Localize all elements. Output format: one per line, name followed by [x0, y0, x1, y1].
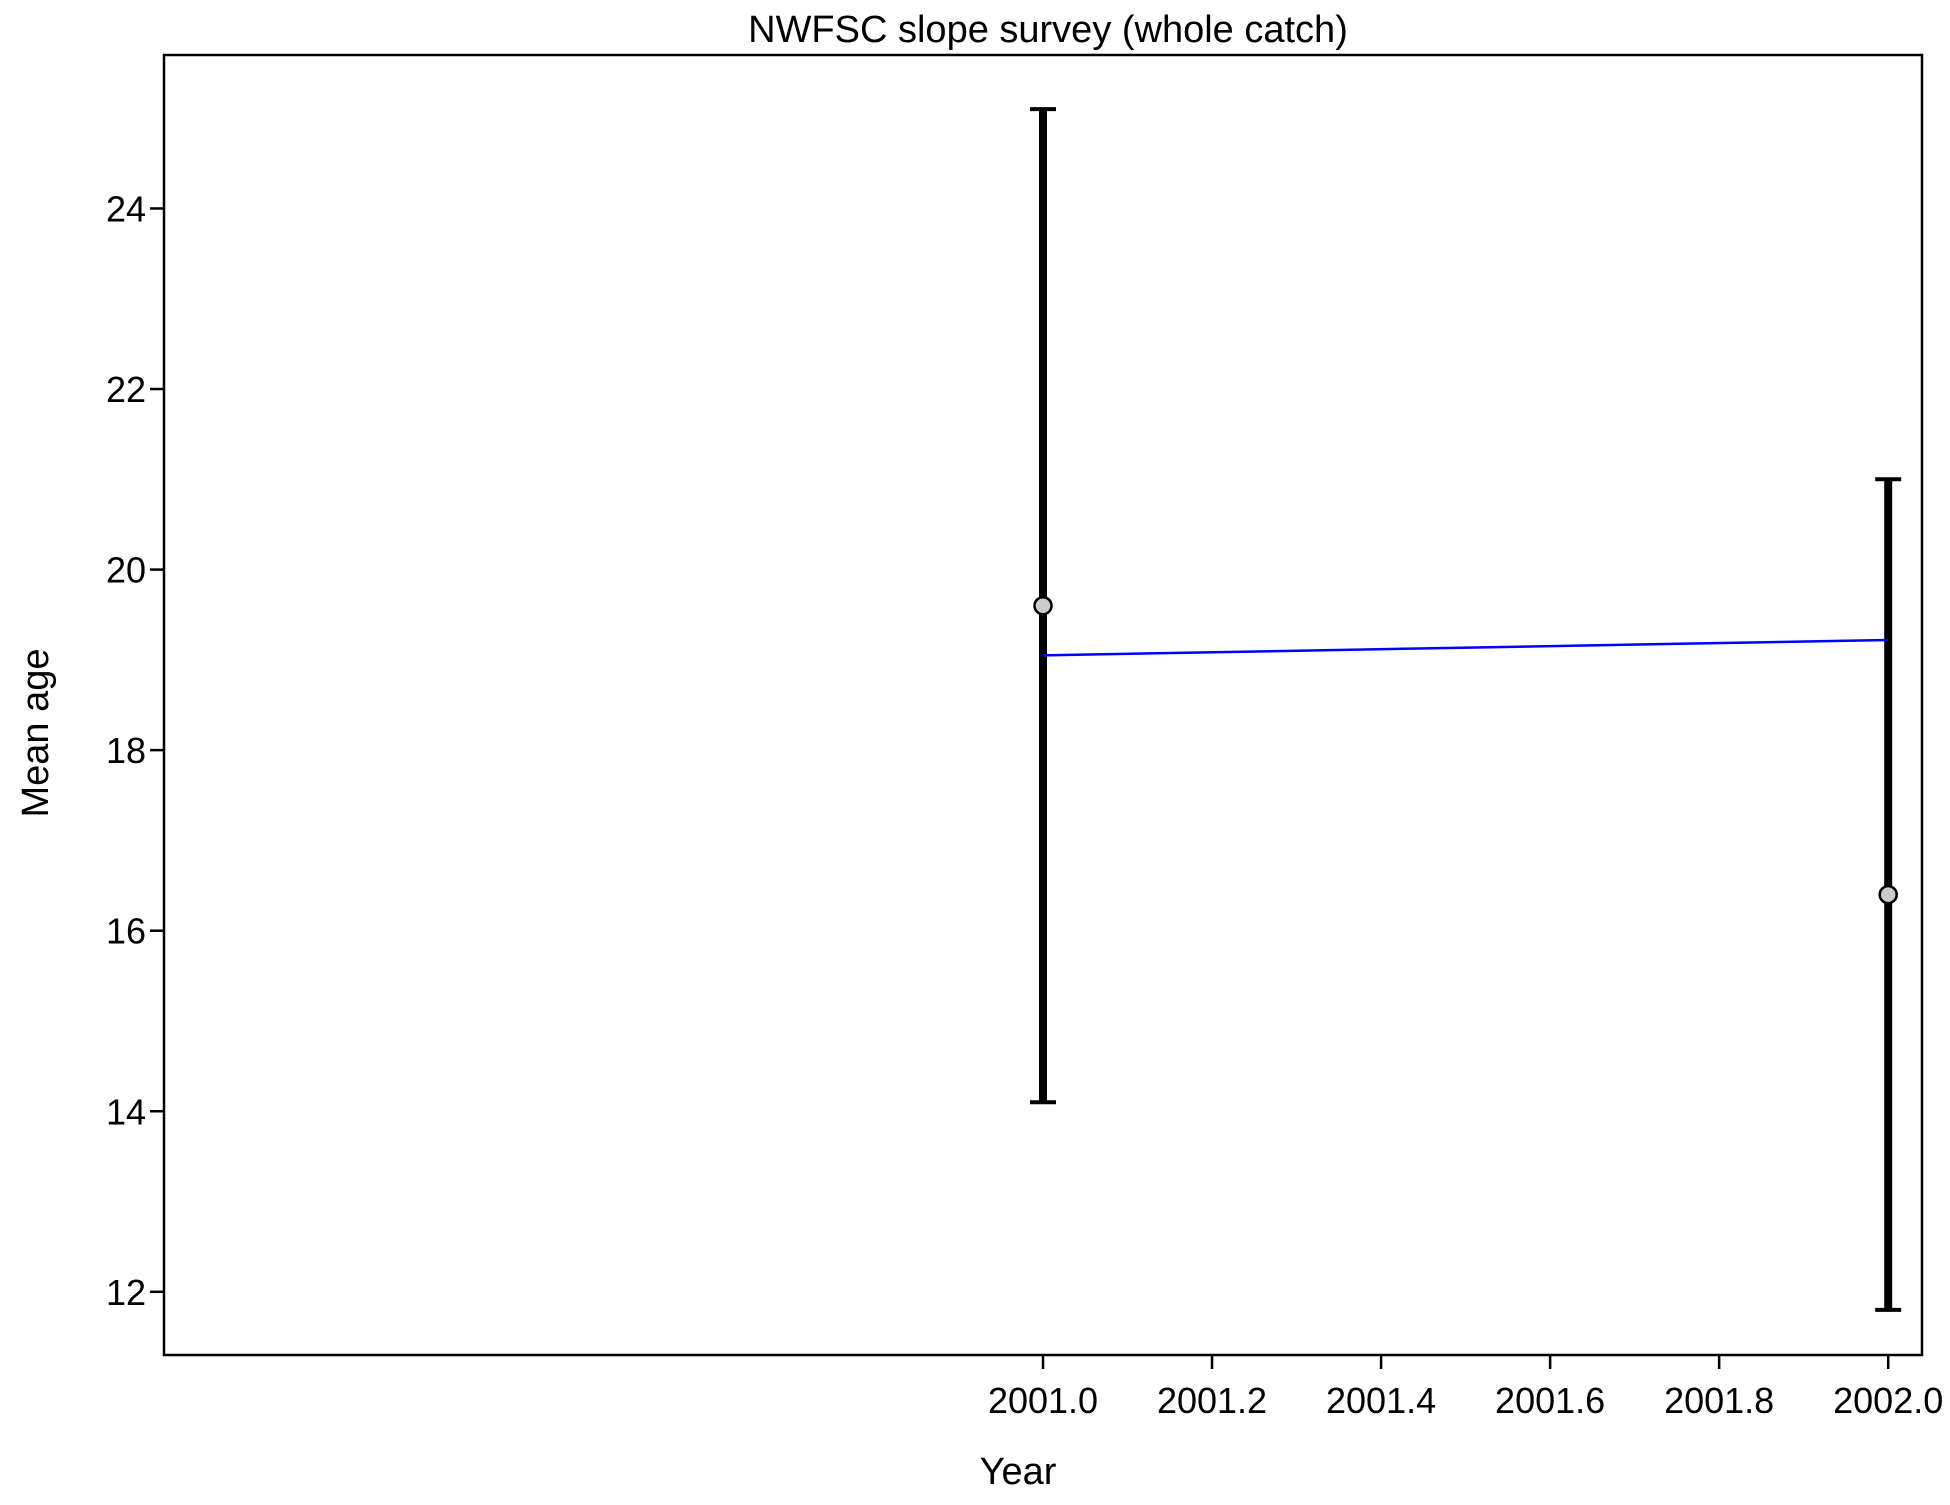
- y-tick-label: 20: [106, 550, 146, 591]
- y-tick-label: 12: [106, 1272, 146, 1313]
- x-tick-label: 2001.8: [1664, 1380, 1774, 1421]
- y-tick-label: 18: [106, 730, 146, 771]
- y-tick-label: 24: [106, 188, 146, 229]
- x-tick-label: 2001.0: [988, 1380, 1098, 1421]
- x-tick-label: 2002.0: [1833, 1380, 1943, 1421]
- y-axis-label: Mean age: [15, 648, 57, 817]
- chart-title: NWFSC slope survey (whole catch): [748, 9, 1348, 51]
- data-point: [1035, 597, 1052, 614]
- x-tick-label: 2001.2: [1157, 1380, 1267, 1421]
- x-tick-label: 2001.4: [1326, 1380, 1436, 1421]
- y-tick-label: 14: [106, 1091, 146, 1132]
- x-tick-label: 2001.6: [1495, 1380, 1605, 1421]
- data-point: [1880, 886, 1897, 903]
- x-axis-label: Year: [980, 1451, 1057, 1493]
- y-tick-label: 16: [106, 911, 146, 952]
- y-tick-label: 22: [106, 369, 146, 410]
